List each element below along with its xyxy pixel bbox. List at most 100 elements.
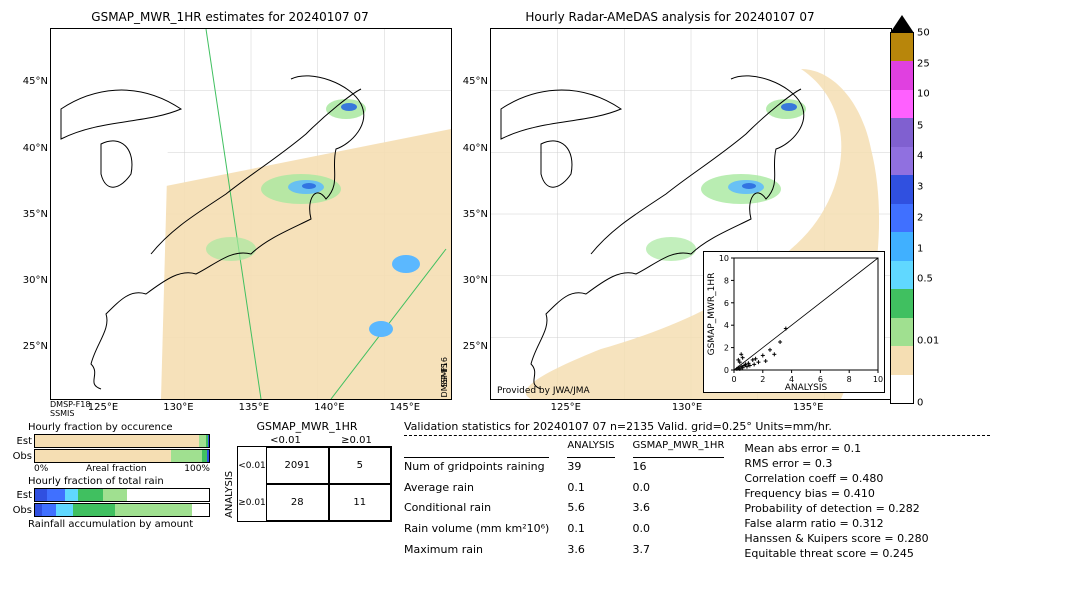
bar-seg <box>199 435 206 447</box>
colorbar-seg <box>891 204 913 232</box>
svg-text:0: 0 <box>731 375 736 384</box>
colorbar-tick: 25 <box>917 58 930 69</box>
metric-line: Equitable threat score = 0.245 <box>744 547 928 560</box>
validation-metrics: Mean abs error = 0.1 RMS error = 0.3 Corre… <box>744 440 928 562</box>
ct-row-0: <0.01 <box>238 447 266 484</box>
ct-col-0: <0.01 <box>250 435 321 446</box>
ytick: 25°N <box>20 341 48 352</box>
xtick: 135°E <box>239 402 269 424</box>
table-cell: Maximum rain <box>404 543 549 562</box>
ct-col-1: ≥0.01 <box>321 435 392 446</box>
ytick: 45°N <box>460 76 488 87</box>
svg-text:GSMAP_MWR_1HR: GSMAP_MWR_1HR <box>707 273 717 356</box>
ytick: 40°N <box>460 143 488 154</box>
bar-seg <box>56 504 73 516</box>
table-cell: 0.1 <box>567 522 614 541</box>
xtick: 130°E <box>163 402 193 424</box>
ytick: 30°N <box>460 275 488 286</box>
colorbar-seg <box>891 232 913 260</box>
metric-line: Correlation coeff = 0.480 <box>744 472 928 485</box>
table-cell: 0.0 <box>633 522 725 541</box>
colorbar-seg <box>891 147 913 175</box>
colorbar-seg <box>891 90 913 118</box>
sat-label: SSMIS <box>440 363 449 388</box>
colorbar-seg <box>891 375 913 403</box>
bar-seg <box>73 504 115 516</box>
obs-label: Obs <box>10 451 34 462</box>
metric-line: Probability of detection = 0.282 <box>744 502 928 515</box>
table-cell: Conditional rain <box>404 501 549 520</box>
ct-ylabel: ANALYSIS <box>222 446 237 522</box>
ytick: 25°N <box>460 341 488 352</box>
metric-line: RMS error = 0.3 <box>744 457 928 470</box>
table-cell: 5.6 <box>567 501 614 520</box>
metric-line: Mean abs error = 0.1 <box>744 442 928 455</box>
xtick: 125°E <box>88 402 118 424</box>
bar-seg <box>47 489 64 501</box>
bar-seg <box>115 504 192 516</box>
table-header: ANALYSIS <box>567 440 614 458</box>
colorbar-tick: 50 <box>917 28 930 39</box>
table-cell: Average rain <box>404 481 549 500</box>
bar-seg <box>103 489 127 501</box>
svg-text:ANALYSIS: ANALYSIS <box>785 383 828 392</box>
colorbar-seg <box>891 118 913 146</box>
svg-text:10: 10 <box>719 254 729 263</box>
left-map-panel: GSMAP_MWR_1HR estimates for 20240107 07 … <box>10 10 450 410</box>
bar-seg <box>65 489 79 501</box>
axis-max: 100% <box>184 464 210 474</box>
bar-seg <box>35 504 42 516</box>
colorbar-tick: 5 <box>917 120 923 131</box>
table-cell: Rain volume (mm km²10⁶) <box>404 522 549 541</box>
occurrence-obs-bar <box>34 449 210 463</box>
total-rain-footer: Rainfall accumulation by amount <box>28 519 210 530</box>
table-cell: 39 <box>567 460 614 479</box>
axis-min: 0% <box>34 464 48 474</box>
xtick: 135°E <box>793 402 823 424</box>
bar-seg <box>42 504 56 516</box>
bar-seg <box>207 450 209 462</box>
svg-text:0: 0 <box>724 366 729 375</box>
bar-seg <box>35 435 199 447</box>
svg-text:8: 8 <box>724 276 729 285</box>
contingency-table: GSMAP_MWR_1HR <0.01 ≥0.01 ANALYSIS <0.01… <box>222 420 392 610</box>
colorbar-seg <box>891 61 913 89</box>
validation-stats: Validation statistics for 20240107 07 n=… <box>404 420 990 610</box>
right-map-panel: Hourly Radar-AMeDAS analysis for 2024010… <box>450 10 890 410</box>
ytick: 35°N <box>460 209 488 220</box>
table-cell: 0.0 <box>633 481 725 500</box>
ct-cell-01: 5 <box>329 447 392 484</box>
right-map-title: Hourly Radar-AMeDAS analysis for 2024010… <box>450 10 890 24</box>
ytick: 45°N <box>20 76 48 87</box>
metric-line: Hanssen & Kuipers score = 0.280 <box>744 532 928 545</box>
colorbar-seg <box>891 33 913 61</box>
scatter-inset: 02468100246810ANALYSISGSMAP_MWR_1HR <box>703 251 885 393</box>
ytick: 30°N <box>20 275 48 286</box>
ct-cell-00: 2091 <box>266 447 329 484</box>
ct-cell-10: 28 <box>266 484 329 521</box>
colorbar-tick: 4 <box>917 151 923 162</box>
colorbar-tick: 3 <box>917 181 923 192</box>
est-label: Est <box>10 436 34 447</box>
colorbar-seg <box>891 175 913 203</box>
xtick: 145°E <box>390 402 420 424</box>
colorbar-seg <box>891 289 913 317</box>
total-rain-title: Hourly fraction of total rain <box>28 476 210 487</box>
xtick: 125°E <box>551 402 581 424</box>
attribution: Provided by JWA/JMA <box>497 386 590 396</box>
total-obs-bar <box>34 503 210 517</box>
table-header: GSMAP_MWR_1HR <box>633 440 725 458</box>
bar-seg <box>35 450 171 462</box>
svg-text:6: 6 <box>724 299 729 308</box>
table-cell: 3.6 <box>567 543 614 562</box>
colorbar-panel: 502510543210.50.010 <box>890 10 990 410</box>
colorbar-tick: 0 <box>917 398 923 409</box>
est-label-2: Est <box>10 490 34 501</box>
xtick: 140°E <box>314 402 344 424</box>
table-cell: 0.1 <box>567 481 614 500</box>
table-cell: Num of gridpoints raining <box>404 460 549 479</box>
ct-row-1: ≥0.01 <box>238 484 266 521</box>
bars-section: Hourly fraction by occurence Est Obs 0% … <box>10 420 210 610</box>
svg-text:10: 10 <box>873 375 883 384</box>
obs-label-2: Obs <box>10 505 34 516</box>
